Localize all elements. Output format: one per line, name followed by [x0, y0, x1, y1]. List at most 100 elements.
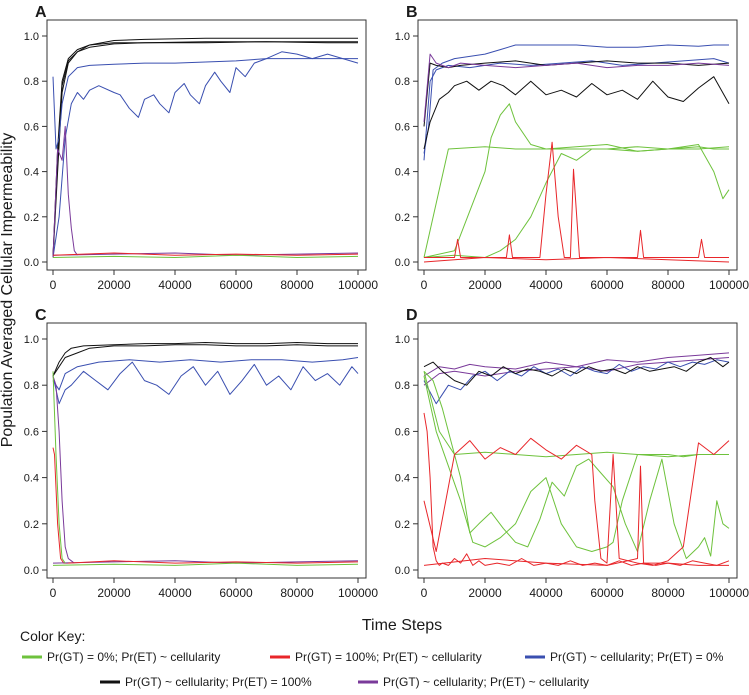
x-tick-label: 80000 — [651, 278, 685, 292]
series-line-red — [68, 560, 359, 564]
series-line-green — [52, 254, 359, 258]
x-tick-label: 100000 — [709, 586, 749, 600]
y-tick-label: 0.6 — [395, 426, 410, 438]
x-tick-label: 0 — [421, 278, 428, 292]
y-tick-label: 0.4 — [395, 167, 410, 179]
x-tick-label: 20000 — [468, 278, 502, 292]
series-group — [423, 44, 730, 263]
series-line-black — [52, 344, 358, 377]
series-group — [423, 352, 730, 566]
x-tick-label: 40000 — [529, 278, 563, 292]
series-line-black — [52, 41, 358, 258]
y-tick-label: 1.0 — [395, 334, 410, 346]
y-tick-label: 0.6 — [395, 121, 410, 133]
series-line-purple — [423, 357, 730, 386]
x-tick-label: 0 — [421, 586, 428, 600]
legend-label-blue: Pr(GT) ~ cellularity; Pr(ET) = 0% — [550, 650, 724, 664]
y-tick-label: 0.2 — [395, 212, 410, 224]
y-tick-label: 0.2 — [24, 212, 39, 224]
x-tick-label: 100000 — [709, 278, 749, 292]
series-line-purple — [52, 375, 75, 564]
series-line-red — [423, 437, 730, 566]
series-line-green — [423, 375, 729, 552]
x-tick-label: 80000 — [280, 586, 314, 600]
x-tick-label: 20000 — [97, 278, 131, 292]
y-axis-label: Population Averaged Cellular Impermeabil… — [0, 133, 16, 448]
series-line-green — [423, 370, 730, 559]
series-line-black — [52, 41, 358, 258]
series-line-red — [423, 257, 730, 263]
series-line-black — [52, 342, 358, 377]
series-line-red — [424, 141, 729, 258]
y-tick-label: 0.4 — [395, 473, 410, 485]
y-tick-label: 1.0 — [24, 31, 39, 43]
y-tick-label: 0.6 — [24, 121, 39, 133]
series-line-green — [52, 562, 359, 566]
y-tick-label: 0.8 — [24, 76, 39, 88]
plot-frame — [417, 19, 738, 271]
y-tick-label: 0.0 — [24, 257, 39, 269]
panel-label: C — [35, 307, 47, 324]
x-tick-label: 100000 — [338, 586, 378, 600]
x-tick-label: 80000 — [651, 586, 685, 600]
x-tick-label: 0 — [50, 586, 57, 600]
legend-title: Color Key: — [20, 628, 85, 644]
x-tick-label: 40000 — [158, 586, 192, 600]
legend-label-black: Pr(GT) ~ cellularity; Pr(ET) = 100% — [125, 675, 312, 689]
series-line-blue — [423, 44, 729, 154]
legend-label-red: Pr(GT) = 100%; Pr(ET) ~ cellularity — [295, 650, 482, 664]
plot-frame — [46, 322, 367, 579]
y-tick-label: 0.0 — [24, 565, 39, 577]
plot-frame — [46, 19, 367, 271]
series-line-red — [423, 465, 729, 566]
y-tick-label: 0.4 — [24, 473, 39, 485]
series-line-black — [52, 37, 358, 258]
x-tick-label: 20000 — [97, 586, 131, 600]
panel-label: A — [35, 4, 47, 21]
series-line-green — [423, 146, 730, 258]
series-line-blue — [423, 58, 730, 161]
y-tick-label: 1.0 — [24, 334, 39, 346]
legend: Color Key: Pr(GT) = 0%; Pr(ET) ~ cellula… — [20, 628, 724, 689]
series-line-purple — [423, 352, 730, 377]
series-line-purple — [423, 53, 730, 122]
series-line-black — [423, 357, 730, 386]
x-tick-label: 60000 — [590, 278, 624, 292]
series-group — [52, 342, 359, 566]
series-line-red — [52, 252, 359, 256]
series-line-black — [423, 60, 730, 127]
panel-c: C 0.0 0.2 0.4 0.6 0.8 1.0 0 20000 40000 60000 80000… — [24, 307, 379, 600]
x-tick-label: 60000 — [590, 586, 624, 600]
y-tick-label: 0.0 — [395, 257, 410, 269]
x-tick-label: 60000 — [219, 278, 253, 292]
series-line-blue — [52, 58, 358, 150]
series-line-green — [423, 371, 729, 458]
x-tick-label: 100000 — [338, 278, 378, 292]
series-line-purple — [52, 125, 78, 258]
x-axis-label: Time Steps — [362, 617, 442, 634]
panel-label: D — [406, 307, 418, 324]
y-tick-label: 1.0 — [395, 31, 410, 43]
series-line-purple — [52, 252, 359, 256]
y-tick-label: 0.4 — [24, 167, 39, 179]
series-group — [52, 37, 359, 258]
series-line-green — [52, 371, 66, 564]
x-tick-label: 20000 — [468, 586, 502, 600]
y-tick-label: 0.0 — [395, 565, 410, 577]
series-line-red — [423, 412, 730, 566]
y-tick-label: 0.8 — [24, 380, 39, 392]
panel-d: D 0.0 0.2 0.4 0.6 0.8 1.0 0 20000 40000 60000 80000… — [395, 307, 749, 600]
series-line-blue — [52, 357, 359, 391]
series-line-black — [423, 76, 730, 150]
y-tick-label: 0.8 — [395, 76, 410, 88]
series-line-blue — [52, 51, 359, 258]
series-line-green — [423, 103, 729, 258]
series-line-blue — [52, 361, 359, 405]
y-tick-label: 0.6 — [24, 426, 39, 438]
legend-label-purple: Pr(GT) ~ cellularity; Pr(ET) ~ cellulari… — [383, 675, 589, 689]
x-tick-label: 80000 — [280, 278, 314, 292]
y-tick-label: 0.2 — [24, 519, 39, 531]
series-line-purple — [52, 560, 359, 564]
y-tick-label: 0.2 — [395, 519, 410, 531]
